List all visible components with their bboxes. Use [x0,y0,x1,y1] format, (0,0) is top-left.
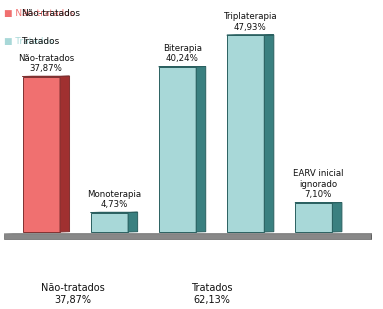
Polygon shape [91,213,128,232]
Polygon shape [23,77,60,232]
Text: Monoterapia
4,73%: Monoterapia 4,73% [87,190,141,209]
Text: Não-tratados
37,87%: Não-tratados 37,87% [41,283,105,305]
Polygon shape [295,203,332,232]
Polygon shape [196,66,206,232]
Polygon shape [372,234,381,239]
Text: Triplaterapia
47,93%: Triplaterapia 47,93% [224,12,277,32]
Text: Não-tratados: Não-tratados [21,9,80,18]
Text: Tratados
62,13%: Tratados 62,13% [191,283,232,305]
Text: ■ Tratados: ■ Tratados [4,37,54,46]
Polygon shape [332,202,342,232]
Text: Biterapia
40,24%: Biterapia 40,24% [163,44,202,63]
Text: EARV inicial
ignorado
7,10%: EARV inicial ignorado 7,10% [293,169,344,199]
Text: Tratados: Tratados [21,37,59,46]
Text: Não-tratados
37,87%: Não-tratados 37,87% [18,53,74,73]
Polygon shape [227,35,264,232]
Polygon shape [128,212,137,232]
Text: ■ Não-tratados: ■ Não-tratados [4,9,74,18]
Polygon shape [264,35,274,232]
Polygon shape [4,234,372,239]
Polygon shape [159,67,196,232]
Polygon shape [60,76,70,232]
